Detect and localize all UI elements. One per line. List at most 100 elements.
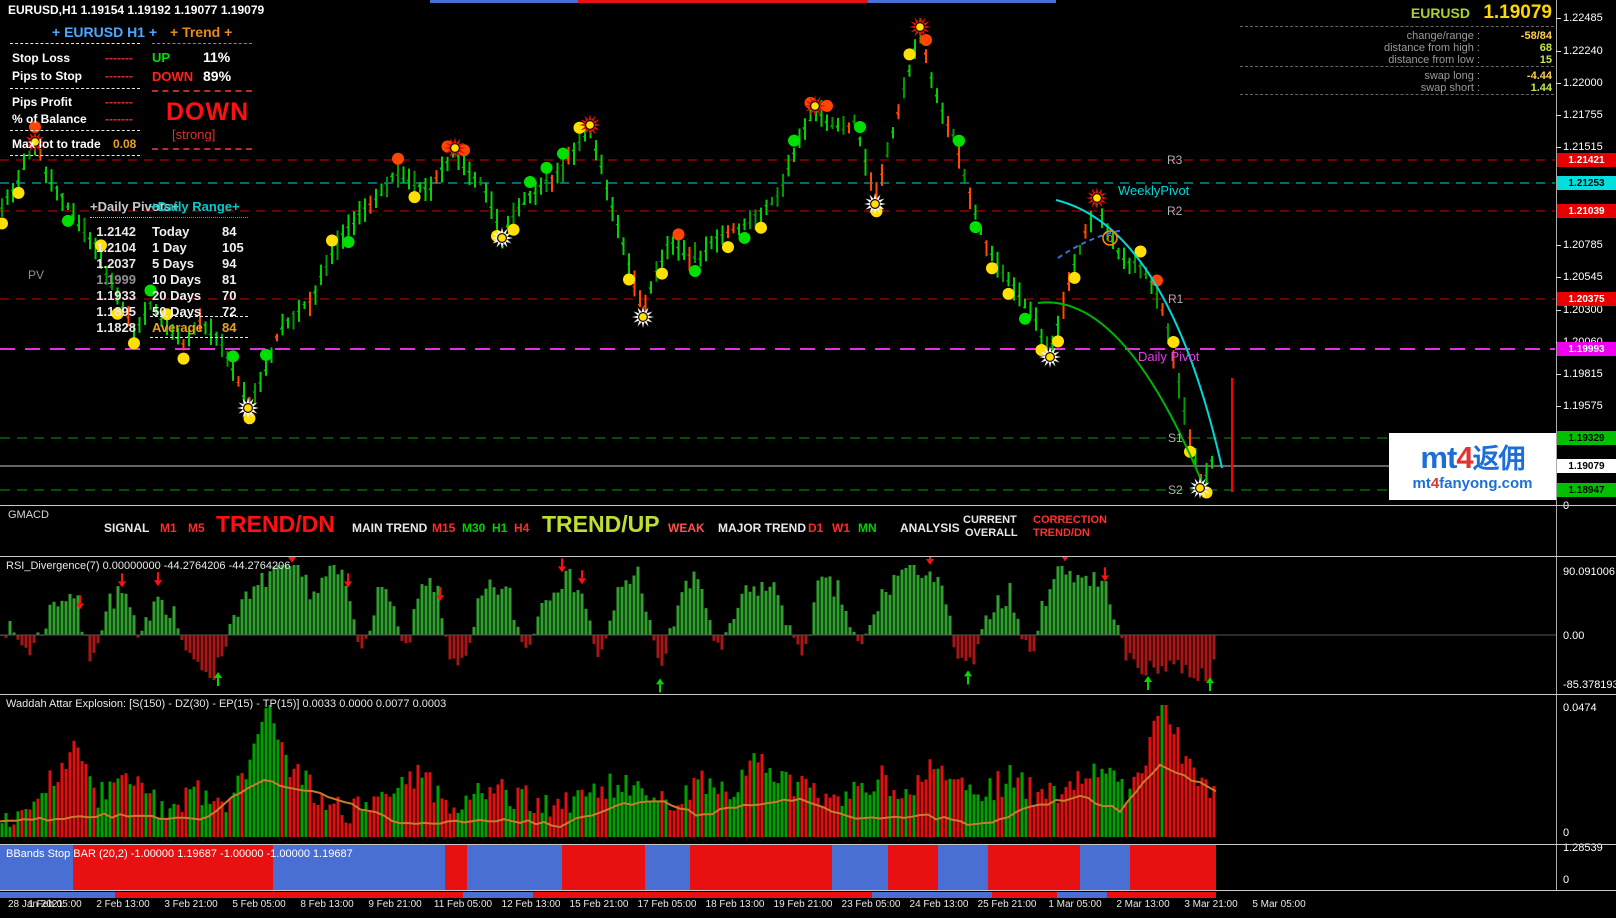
panel-separator[interactable] [0,844,1616,845]
panel-separator[interactable] [0,505,1616,506]
gmacd-main-label: MAIN TREND [352,521,428,535]
time-axis-label: 2 Mar 13:00 [1116,899,1170,910]
daily-range-title: +Daily Range+ [150,199,240,214]
panel-separator[interactable] [0,694,1616,695]
reversal-sun-marker [1189,477,1211,499]
divider [150,337,248,338]
trend-down-value: 89% [203,68,232,84]
gmacd-mn: MN [858,521,877,535]
price-tick [1556,277,1561,278]
divider [150,316,248,317]
price-tick [1556,115,1561,116]
r3-label: R3 [1167,153,1183,167]
pivot-level: 1.1828 [96,320,136,335]
panel-separator[interactable] [0,890,1616,891]
rsi-divergence-plot[interactable] [0,557,1556,694]
indicator-scale-label: 90.091006 [1563,566,1615,578]
price-tick [1556,147,1561,148]
quote-price: 1.19079 [1483,2,1552,23]
time-axis-label: 5 Mar 05:00 [1252,899,1306,910]
time-axis-label: 25 Feb 21:00 [977,899,1037,910]
pivot-level: 1.2104 [96,240,136,255]
bbands-segment [888,845,938,890]
quote-stat-value: -58/84 [1520,30,1552,42]
stop-loss-label: Stop Loss [12,51,71,65]
time-axis-label: 3 Feb 21:00 [164,899,218,910]
quote-swap-label: swap long : [1424,70,1480,82]
reversal-sun-marker [579,114,601,136]
gmacd-main-state: TREND/UP [542,511,660,537]
indicator-scale-label: -85.378193 [1563,679,1616,691]
gmacd-main-strength: WEAK [668,521,705,535]
quote-swap-value: -4.44 [1526,70,1552,82]
bbands-segment [467,845,562,890]
pivot-level: 1.1895 [96,304,136,319]
price-level-badge: 1.21039 [1557,204,1616,218]
stop-loss-value: ------- [105,51,133,65]
waddah-attar-plot[interactable] [0,695,1556,844]
pivot-level: 1.1933 [96,288,136,303]
bbands-stop-plot[interactable] [0,845,1556,890]
rsi-label: RSI_Divergence(7) 0.00000000 -44.2764206… [6,560,291,572]
pct-balance-value: ------- [105,112,133,126]
time-axis-label: 17 Feb 05:00 [637,899,697,910]
divider [10,43,140,44]
bbands-label: BBands Stop BAR (20,2) -1.00000 1.19687 … [6,848,353,860]
divider [1240,94,1554,95]
panel-separator[interactable] [0,556,1616,557]
weekly-pivot-label: WeeklyPivot [1118,183,1190,198]
bbands-strip-segment [115,892,463,898]
quote-swap-value: 1.44 [1530,82,1552,94]
watermark-domain: mt4fanyong.com [1412,476,1532,491]
price-tick-label: 1.20300 [1563,304,1603,316]
reversal-sun-marker [1086,187,1108,209]
time-axis-label: 9 Feb 21:00 [368,899,422,910]
price-tick-label: 1.22240 [1563,45,1603,57]
pips-to-stop-value: ------- [105,69,133,83]
bbands-stop-strip [0,892,1556,898]
price-tick-label: 1.22485 [1563,12,1603,24]
bbands-strip-segment [0,892,115,898]
watermark-domain-4: 4 [1430,475,1440,492]
gmacd-panel-label: GMACD [8,509,49,521]
divider [150,217,248,218]
price-level-badge: 1.18947 [1557,483,1616,497]
time-axis-label: 18 Feb 13:00 [705,899,765,910]
gmacd-current-value: CORRECTION [1033,514,1107,526]
max-lot-value: 0.08 [113,137,137,151]
time-axis-label: 1 Feb 05:00 [28,899,82,910]
gmacd-m5: M5 [188,521,205,535]
bbands-segment [1130,845,1216,890]
watermark-domain-rest: fanyong.com [1439,475,1533,492]
gmacd-w1: W1 [832,521,850,535]
range-label: 1 Day [152,240,187,255]
reversal-sun-marker [864,193,886,215]
price-tick-label: 1.22000 [1563,77,1603,89]
price-tick [1556,310,1561,311]
time-axis-label: 3 Mar 21:00 [1184,899,1238,910]
pips-to-stop-label: Pips to Stop [12,69,82,83]
price-level-badge: 1.21421 [1557,153,1616,167]
divider [1240,66,1554,67]
price-tick [1556,406,1561,407]
price-tick-label: 1.21755 [1563,109,1603,121]
quote-stat-label: distance from low : [1388,54,1480,66]
pct-balance-label: % of Balance [12,112,87,126]
bbands-segment [562,845,645,890]
reversal-sun-marker [1039,346,1061,368]
bbands-segment [645,845,690,890]
bbands-segment [988,845,1080,890]
watermark-mt4fanyong[interactable]: mt4返佣 mt4fanyong.com [1389,433,1556,500]
s2-label: S2 [1168,483,1183,497]
gmacd-m15: M15 [432,521,456,535]
bbands-segment [832,845,888,890]
bbands-strip-segment [533,892,872,898]
trend-up-label: UP [152,50,171,65]
time-axis-label: 2 Feb 13:00 [96,899,150,910]
gmacd-current-label: CURRENT [963,514,1017,526]
reversal-sun-marker [491,227,513,249]
gmacd-analysis-label: ANALYSIS [900,521,960,535]
quote-symbol: EURUSD [1410,5,1470,21]
watermark-mt: mt [1420,440,1457,475]
main-chart-canvas[interactable]: 0 [0,0,1616,505]
